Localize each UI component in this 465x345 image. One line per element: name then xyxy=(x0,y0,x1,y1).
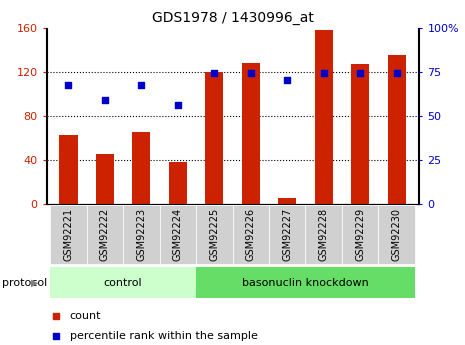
Text: ▶: ▶ xyxy=(31,278,39,288)
FancyBboxPatch shape xyxy=(269,205,306,264)
FancyBboxPatch shape xyxy=(159,205,196,264)
Title: GDS1978 / 1430996_at: GDS1978 / 1430996_at xyxy=(152,11,313,25)
Bar xyxy=(205,71,223,204)
FancyBboxPatch shape xyxy=(123,205,159,264)
Text: GSM92230: GSM92230 xyxy=(392,208,402,261)
Text: protocol: protocol xyxy=(2,278,47,288)
Point xyxy=(52,333,60,339)
Bar xyxy=(387,55,406,204)
Text: GSM92221: GSM92221 xyxy=(63,208,73,261)
Point xyxy=(138,82,145,88)
Bar xyxy=(242,63,260,204)
FancyBboxPatch shape xyxy=(196,267,415,298)
Point xyxy=(357,71,364,76)
Text: basonuclin knockdown: basonuclin knockdown xyxy=(242,278,369,288)
FancyBboxPatch shape xyxy=(50,267,196,298)
Text: GSM92228: GSM92228 xyxy=(319,208,329,261)
FancyBboxPatch shape xyxy=(50,205,86,264)
Text: GSM92226: GSM92226 xyxy=(246,208,256,261)
Point xyxy=(52,313,60,319)
Bar xyxy=(169,162,187,204)
Text: GSM92224: GSM92224 xyxy=(173,208,183,261)
Text: GSM92229: GSM92229 xyxy=(355,208,365,261)
Bar xyxy=(314,30,333,204)
Point xyxy=(101,97,108,102)
Point xyxy=(393,71,400,76)
Point xyxy=(247,71,254,76)
FancyBboxPatch shape xyxy=(196,205,232,264)
Text: GSM92227: GSM92227 xyxy=(282,208,292,261)
Text: percentile rank within the sample: percentile rank within the sample xyxy=(70,331,258,341)
Text: count: count xyxy=(70,311,101,321)
Bar xyxy=(132,132,151,204)
FancyBboxPatch shape xyxy=(86,205,123,264)
Point xyxy=(211,71,218,76)
FancyBboxPatch shape xyxy=(379,205,415,264)
FancyBboxPatch shape xyxy=(306,205,342,264)
Point xyxy=(65,82,72,88)
Text: control: control xyxy=(104,278,142,288)
Text: GSM92222: GSM92222 xyxy=(100,208,110,261)
Bar xyxy=(59,135,78,204)
Bar xyxy=(351,64,369,204)
Bar xyxy=(278,198,296,204)
FancyBboxPatch shape xyxy=(342,205,379,264)
Text: GSM92225: GSM92225 xyxy=(209,208,219,261)
Text: GSM92223: GSM92223 xyxy=(136,208,146,261)
Point xyxy=(320,71,327,76)
Point xyxy=(284,77,291,82)
FancyBboxPatch shape xyxy=(232,205,269,264)
Point xyxy=(174,102,181,108)
Bar xyxy=(96,154,114,204)
